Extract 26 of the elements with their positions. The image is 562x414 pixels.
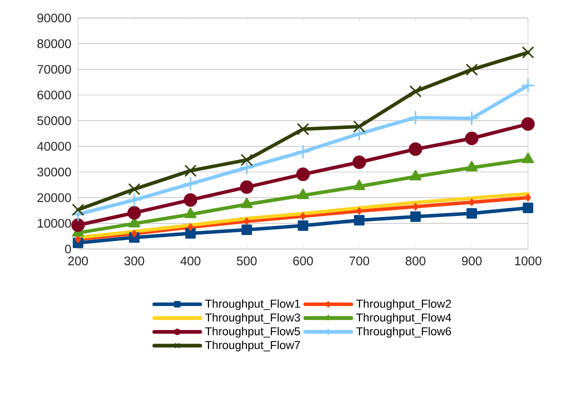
x-tick-label: 400 <box>180 256 200 266</box>
y-tick-label: 90000 <box>37 14 71 22</box>
x-tick-label: 1000 <box>515 256 542 266</box>
x-tick-label: 700 <box>350 256 370 266</box>
legend-label: Throughput_Flow3 <box>205 313 300 324</box>
y-tick-label: 80000 <box>37 39 71 48</box>
y-tick-label: 0 <box>65 244 71 254</box>
x-tick-label: 800 <box>406 256 426 266</box>
x-tick-label: 900 <box>462 256 482 266</box>
y-tick-label: 40000 <box>37 142 71 151</box>
x-tick-label: 200 <box>68 256 88 266</box>
y-tick-label: 10000 <box>38 218 71 228</box>
y-tick-label: 30000 <box>37 168 71 176</box>
legend-label: Throughput_Flow1 <box>205 299 300 310</box>
legend-label: Throughput_Flow5 <box>205 326 300 338</box>
x-tick-label: 600 <box>293 256 313 266</box>
legend-label: Throughput_Flow7 <box>205 340 300 352</box>
legend-label: Throughput_Flow4 <box>356 313 452 324</box>
y-tick-label: 70000 <box>37 64 71 74</box>
x-tick-label: 500 <box>236 256 257 266</box>
legend-label: Throughput_Flow6 <box>356 326 452 338</box>
y-tick-label: 60000 <box>37 90 71 100</box>
x-tick-label: 300 <box>124 256 144 266</box>
legend-label: Throughput_Flow2 <box>356 299 451 310</box>
y-tick-label: 20000 <box>37 193 71 202</box>
y-tick-label: 50000 <box>37 116 71 126</box>
